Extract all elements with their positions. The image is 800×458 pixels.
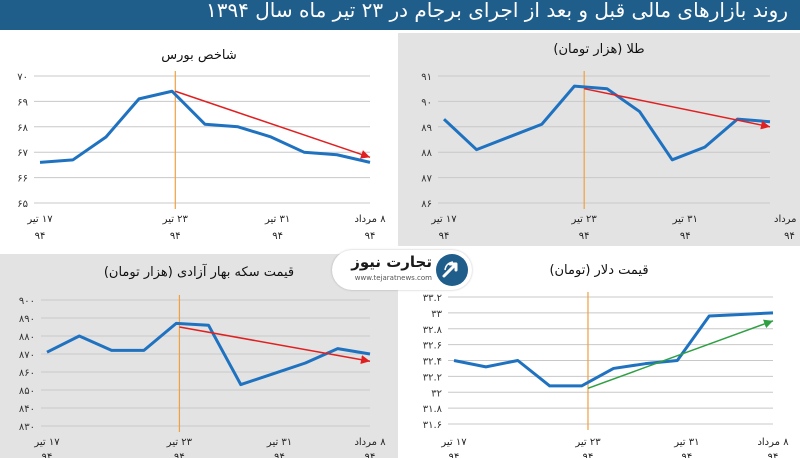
chart-title: طلا (هزار تومان)	[553, 42, 644, 57]
y-tick-label: ۸۵۰	[19, 386, 35, 397]
y-tick-label: ۸۴۰	[19, 404, 35, 415]
x-tick-label: ۸ مرداد	[354, 437, 386, 448]
y-tick-label: ۸۸۰	[19, 332, 35, 343]
y-tick-label: ۶۸	[17, 123, 28, 134]
y-tick-label: ۳۱.۶	[423, 420, 442, 431]
x-tick-label: ۳۱ تیر	[673, 437, 699, 448]
y-tick-label: ۸۷	[421, 174, 432, 185]
x-tick-year: ۹۴	[170, 231, 181, 242]
panel-background	[398, 33, 800, 246]
chart-title: شاخص بورس	[161, 48, 236, 63]
y-tick-label: ۶۹	[17, 97, 28, 108]
x-tick-year: ۹۴	[365, 452, 376, 458]
logo-name: تجارت نیوز	[351, 253, 432, 271]
y-tick-label: ۶۶	[17, 174, 28, 185]
x-tick-year: ۹۴	[439, 231, 450, 242]
chart-panel-bourse: شاخص بورس ۶۵ ۶۶ ۶۷ ۶۸ ۶۹ ۷۰ ۱۷ تیر ۹۴ ۲۳ تیر ۹۴ ۳۱ …	[0, 33, 398, 246]
y-tick-label: ۳۳	[431, 309, 442, 320]
x-tick-year: ۹۴	[583, 452, 594, 458]
x-tick-label: ۸ مرداد	[757, 437, 789, 448]
series-line	[442, 84, 771, 162]
chart-dollar: قیمت دلار (تومان) ۳۱.۶ ۳۱.۸ ۳۲ ۳۲.۲ ۳۲.۴ ۳۲.۶ ۳…	[398, 254, 800, 458]
series-line	[46, 321, 371, 387]
chart-panel-coin: قیمت سکه بهار آزادی (هزار تومان) ۸۳۰ ۸۴۰ ۸۵…	[0, 254, 398, 458]
chart-coin: قیمت سکه بهار آزادی (هزار تومان) ۸۳۰ ۸۴۰ ۸۵…	[0, 254, 398, 458]
y-tick-label: ۳۲.۲	[423, 372, 442, 383]
x-tick-year: ۹۴	[174, 452, 185, 458]
x-tick-label: ۲۳ تیر	[571, 214, 598, 225]
series-line	[39, 89, 371, 164]
y-tick-label: ۹۱	[421, 72, 432, 83]
x-tick-label: ۲۳ تیر	[166, 437, 193, 448]
title-banner: روند بازارهای مالی قبل و بعد از اجرای بر…	[0, 0, 800, 30]
chart-panel-gold: طلا (هزار تومان) ۸۶ ۸۷ ۸۸ ۸۹ ۹۰ ۹۱ ۱۷ تیر ۹۴ ۲۳ ت…	[398, 33, 800, 246]
x-tick-label: ۸ مرداد	[354, 214, 386, 225]
x-tick-year: ۹۴	[272, 231, 283, 242]
y-tick-label: ۳۳.۲	[423, 293, 442, 304]
series-line	[453, 311, 774, 388]
y-tick-label: ۸۳۰	[19, 422, 35, 433]
x-tick-label: ۱۷ تیر	[26, 214, 53, 225]
y-tick-label: ۳۲.۸	[423, 325, 443, 336]
logo-url: www.tejaratnews.com	[354, 274, 432, 282]
y-tick-label: ۸۶۰	[19, 368, 35, 379]
chart-title: قیمت دلار (تومان)	[549, 263, 648, 278]
y-tick-label: ۸۶	[421, 199, 432, 210]
y-tick-label: ۸۹	[421, 123, 432, 134]
x-tick-year: ۹۴	[42, 452, 53, 458]
trend-arrow	[175, 90, 371, 159]
y-tick-label: ۸۹۰	[19, 314, 35, 325]
panel-background	[0, 33, 398, 246]
y-tick-label: ۳۱.۸	[423, 404, 443, 415]
y-tick-label: ۳۲.۴	[423, 357, 442, 368]
trend-arrow	[179, 326, 371, 365]
x-tick-label: ۲۳ تیر	[162, 214, 189, 225]
x-tick-label: ۱۷ تیر	[33, 437, 60, 448]
x-tick-label: ۳۱ تیر	[266, 437, 292, 448]
x-tick-year: ۹۴	[274, 452, 285, 458]
tejaratnews-logo: تجارت نیوز www.tejaratnews.com	[332, 250, 472, 290]
chart-bourse: شاخص بورس ۶۵ ۶۶ ۶۷ ۶۸ ۶۹ ۷۰ ۱۷ تیر ۹۴ ۲۳ تیر ۹۴ ۳۱ …	[0, 33, 398, 246]
y-tick-label: ۹۰	[421, 97, 432, 108]
page-title: روند بازارهای مالی قبل و بعد از اجرای بر…	[205, 0, 788, 22]
x-tick-label: ۳۱ تیر	[672, 214, 698, 225]
x-tick-year: ۹۴	[768, 452, 779, 458]
x-tick-year: ۹۴	[579, 231, 590, 242]
logo-arrow-icon	[436, 254, 468, 286]
trend-arrow	[584, 87, 771, 130]
chart-title: قیمت سکه بهار آزادی (هزار تومان)	[104, 263, 294, 280]
x-tick-year: ۹۴	[365, 231, 376, 242]
x-tick-year: ۹۴	[681, 452, 692, 458]
y-tick-label: ۶۵	[17, 199, 28, 210]
x-tick-year: ۹۴	[449, 452, 460, 458]
y-tick-label: ۶۷	[17, 148, 28, 159]
x-tick-label: ۱۷ تیر	[430, 214, 457, 225]
x-tick-year: ۹۴	[784, 231, 795, 242]
y-tick-label: ۳۲.۶	[423, 341, 442, 352]
y-tick-label: ۳۲	[431, 388, 442, 399]
chart-gold: طلا (هزار تومان) ۸۶ ۸۷ ۸۸ ۸۹ ۹۰ ۹۱ ۱۷ تیر ۹۴ ۲۳ ت…	[398, 33, 800, 246]
y-tick-label: ۷۰	[17, 72, 28, 83]
x-tick-label: ۸ مرداد	[774, 214, 800, 225]
y-tick-label: ۸۸	[421, 148, 432, 159]
trend-arrow	[587, 319, 774, 389]
x-tick-label: ۲۳ تیر	[574, 437, 601, 448]
chart-panel-dollar: قیمت دلار (تومان) ۳۱.۶ ۳۱.۸ ۳۲ ۳۲.۲ ۳۲.۴ ۳۲.۶ ۳…	[398, 254, 800, 458]
x-tick-label: ۳۱ تیر	[264, 214, 290, 225]
x-tick-label: ۱۷ تیر	[440, 437, 467, 448]
y-tick-label: ۹۰۰	[19, 296, 35, 307]
y-tick-label: ۸۷۰	[19, 350, 35, 361]
x-tick-year: ۹۴	[680, 231, 691, 242]
panel-background	[0, 254, 398, 458]
x-tick-year: ۹۴	[35, 231, 46, 242]
